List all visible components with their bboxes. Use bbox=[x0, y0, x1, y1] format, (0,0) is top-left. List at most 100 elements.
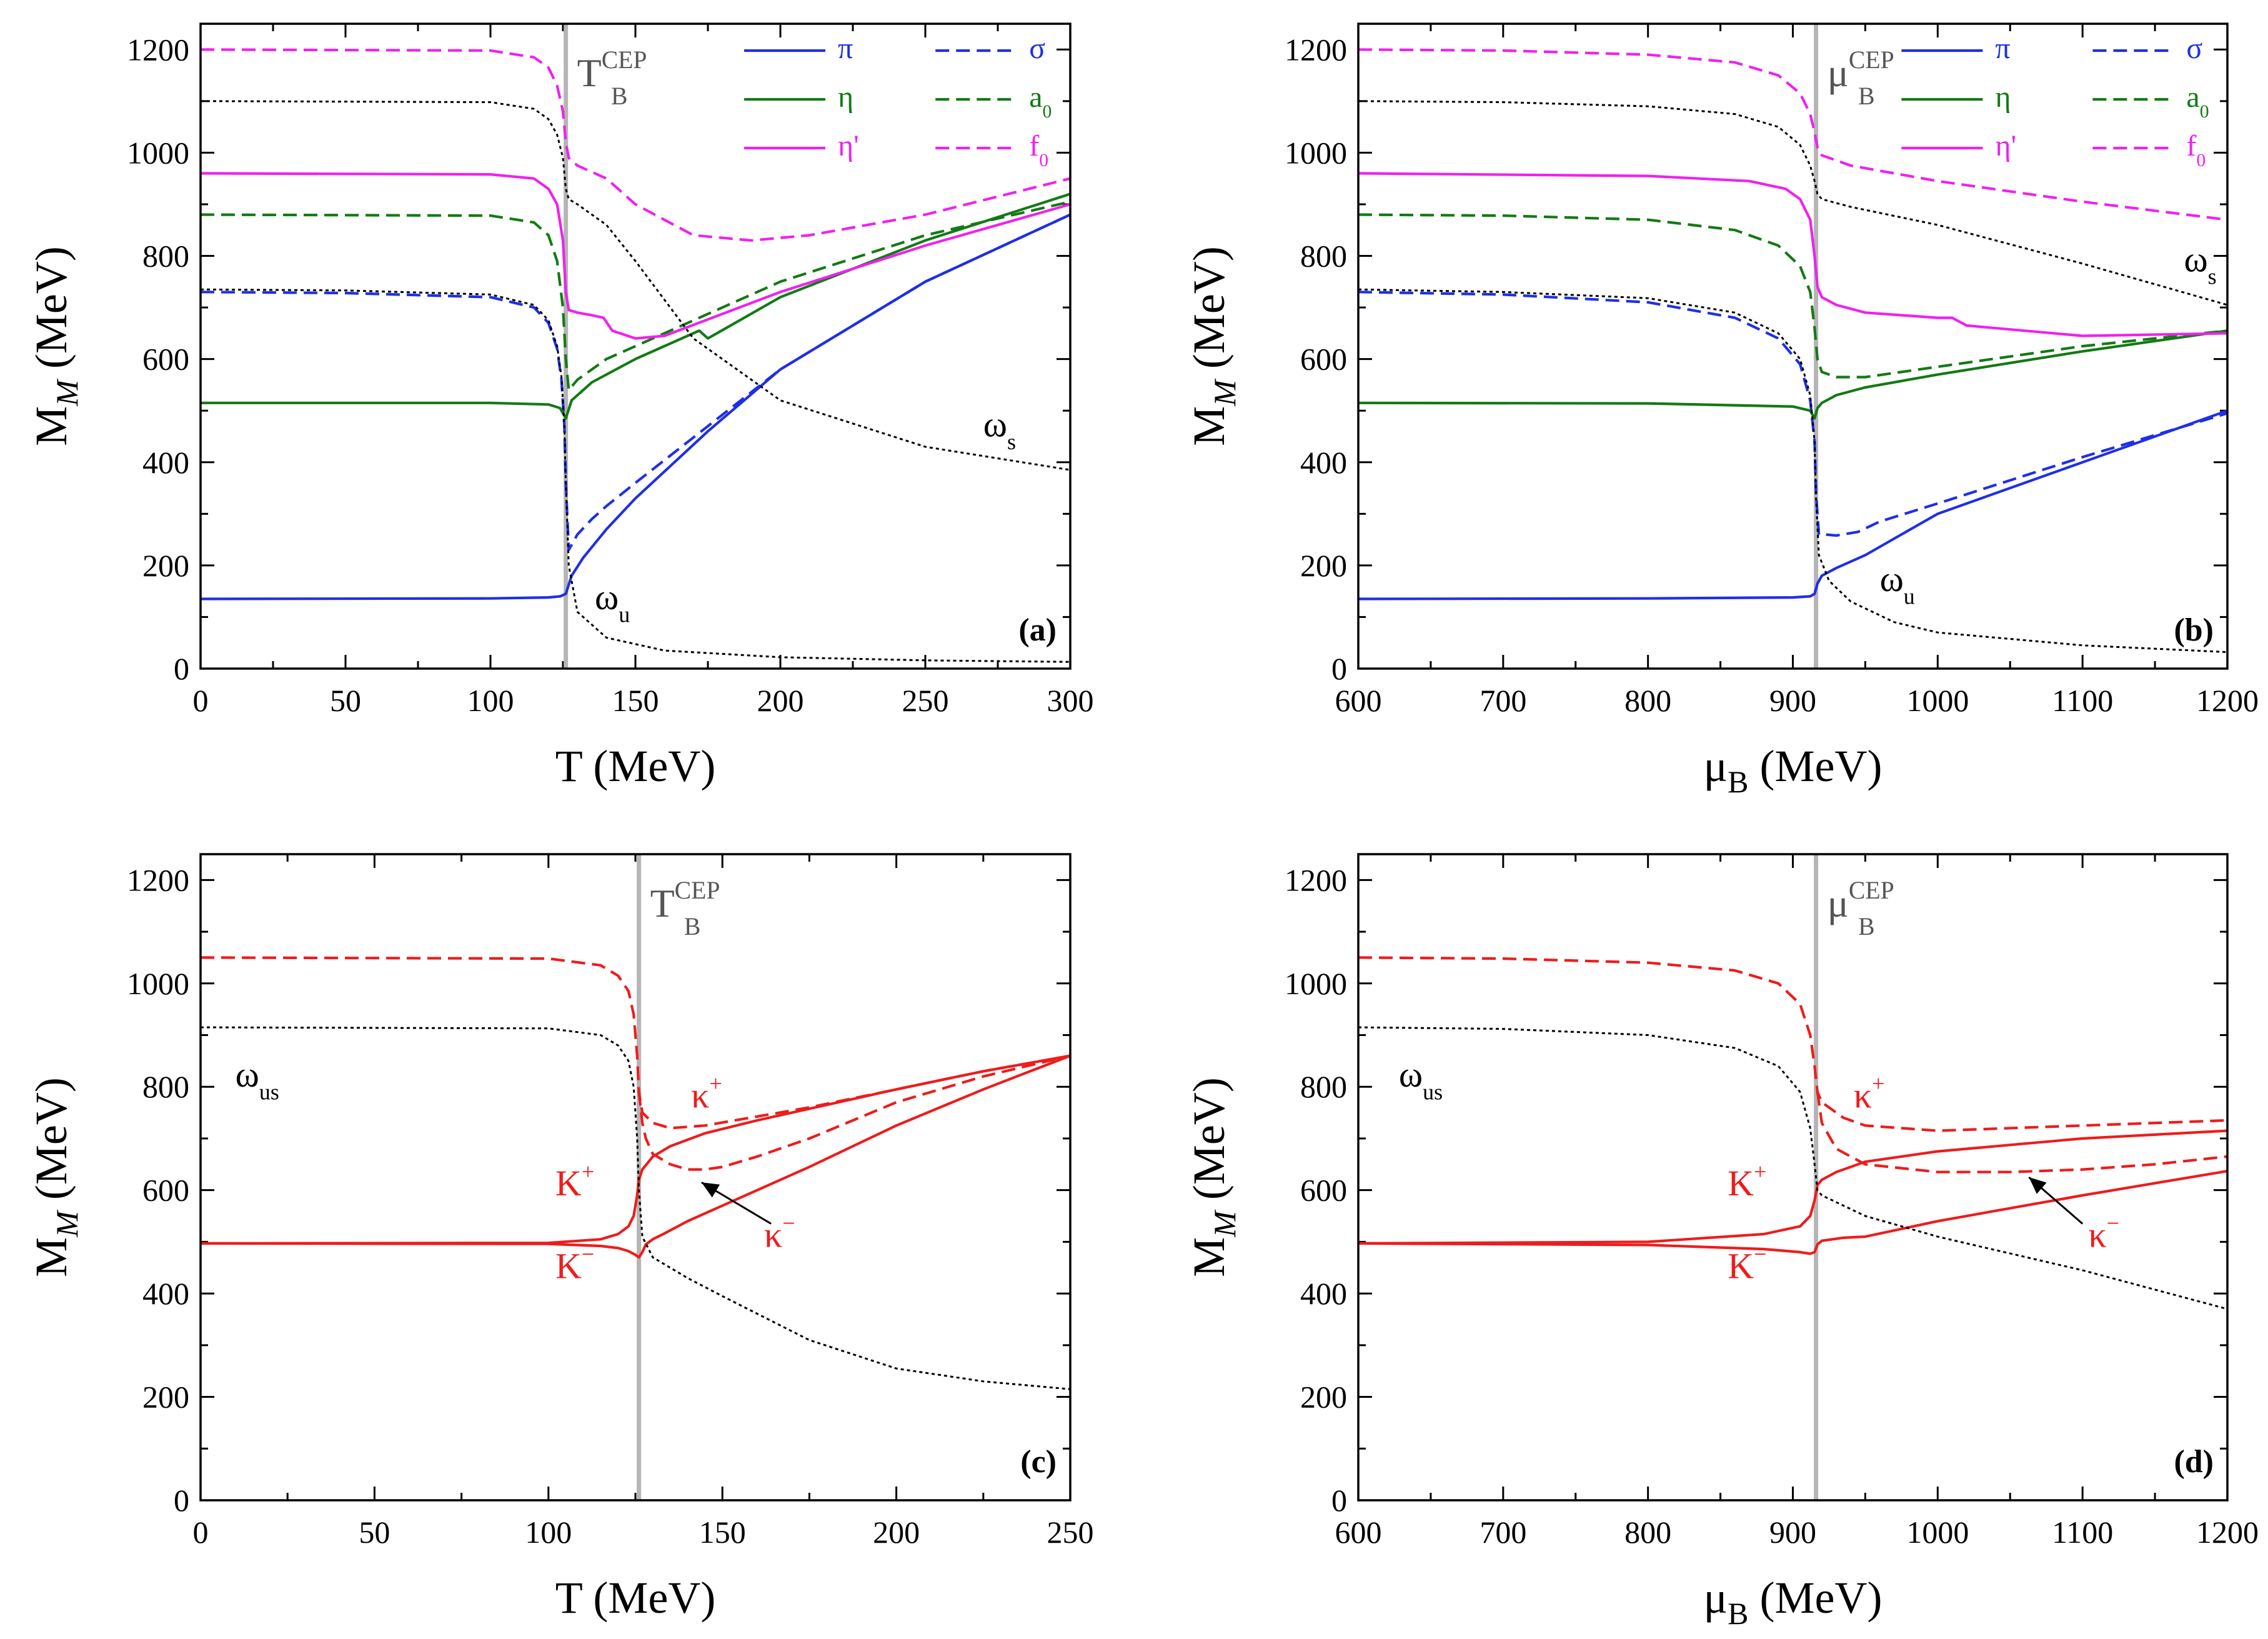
y-tick-label: 1000 bbox=[1285, 135, 1347, 170]
y-tick-label: 400 bbox=[1300, 445, 1347, 480]
annotation-label: ωus bbox=[236, 1054, 279, 1104]
legend-label: σ bbox=[2186, 32, 2202, 65]
series-line-ωs bbox=[201, 100, 1070, 471]
x-tick-label: 0 bbox=[193, 683, 209, 718]
x-tick-label: 1100 bbox=[2052, 1515, 2113, 1550]
series-line-ωu bbox=[1358, 288, 2227, 654]
y-tick-label: 0 bbox=[1331, 651, 1347, 686]
annotation-label: κ+ bbox=[691, 1071, 722, 1115]
cep-label: TCEP B bbox=[650, 877, 720, 940]
x-tick-label: 700 bbox=[1480, 683, 1526, 718]
x-tick-label: 800 bbox=[1624, 683, 1671, 718]
legend-label: η' bbox=[1995, 129, 2016, 162]
legend-label: f0 bbox=[1029, 129, 1048, 171]
y-tick-label: 400 bbox=[1300, 1276, 1347, 1311]
annotation-label: K+ bbox=[555, 1159, 594, 1203]
series-line-K+ bbox=[201, 1054, 1070, 1245]
y-axis-label: MM (MeV) bbox=[1184, 246, 1242, 446]
series-line-a0 bbox=[201, 200, 1070, 392]
y-tick-label: 1200 bbox=[1285, 32, 1347, 67]
legend-label: η bbox=[838, 81, 853, 114]
series-line-π bbox=[1358, 409, 2227, 600]
series-line-κ+ bbox=[1358, 956, 2227, 1132]
y-tick-label: 200 bbox=[1300, 548, 1347, 583]
series-line-K- bbox=[201, 1054, 1070, 1259]
annotation-arrow bbox=[2028, 1176, 2084, 1225]
x-tick-label: 1100 bbox=[2052, 683, 2113, 718]
x-tick-label: 200 bbox=[873, 1515, 920, 1550]
x-axis-label: T (MeV) bbox=[555, 741, 716, 791]
series-line-η' bbox=[201, 172, 1070, 340]
panel-label: (b) bbox=[2174, 612, 2214, 648]
x-tick-label: 150 bbox=[612, 683, 659, 718]
y-tick-label: 1200 bbox=[1285, 862, 1347, 897]
series-line-f0 bbox=[1358, 48, 2227, 221]
y-tick-label: 0 bbox=[1331, 1483, 1347, 1518]
y-tick-label: 400 bbox=[142, 445, 189, 480]
y-tick-label: 600 bbox=[1300, 1173, 1347, 1208]
chart-panel-c: 0 50 100 150 200 250 0 200 400 600 800 1000 1200 TCEP… bbox=[26, 853, 1094, 1623]
legend-label: a0 bbox=[1029, 81, 1052, 122]
y-axis-label: MM (MeV) bbox=[26, 246, 84, 446]
series-line-f0 bbox=[201, 48, 1070, 242]
legend-label: a0 bbox=[2186, 81, 2209, 122]
y-tick-label: 800 bbox=[142, 1069, 189, 1104]
chart-panel-d: 600 700 800 900 1000 1100 1200 0 200 400 600 800 100… bbox=[1184, 853, 2259, 1631]
plot-frame bbox=[199, 853, 1072, 1502]
legend-label: η bbox=[1995, 81, 2011, 114]
x-tick-label: 200 bbox=[757, 683, 804, 718]
chart-panel-b: 600 700 800 900 1000 1100 1200 0 200 400 600 800 100… bbox=[1184, 22, 2259, 799]
series-line-ωs bbox=[1358, 100, 2227, 306]
y-tick-label: 1000 bbox=[127, 966, 189, 1001]
annotation-label: ωs bbox=[983, 404, 1016, 454]
y-tick-label: 600 bbox=[142, 342, 189, 377]
series-line-η bbox=[201, 192, 1070, 420]
annotation-label: κ+ bbox=[1854, 1071, 1885, 1115]
x-tick-label: 800 bbox=[1624, 1515, 1671, 1550]
annotation-label: ωu bbox=[1880, 559, 1915, 609]
x-axis-label: μB (MeV) bbox=[1704, 741, 1883, 799]
x-axis-label: μB (MeV) bbox=[1704, 1573, 1883, 1631]
panel-label: (c) bbox=[1020, 1444, 1057, 1480]
axis-ticks bbox=[199, 854, 1072, 1502]
y-tick-label: 1000 bbox=[1285, 966, 1347, 1001]
series-line-σ bbox=[1358, 291, 2227, 537]
x-tick-label: 1200 bbox=[2196, 1515, 2259, 1550]
x-tick-label: 1000 bbox=[1906, 683, 1969, 718]
annotation-label: K− bbox=[555, 1242, 594, 1286]
y-tick-label: 800 bbox=[142, 239, 189, 274]
x-tick-label: 600 bbox=[1335, 1515, 1382, 1550]
y-tick-label: 1000 bbox=[127, 135, 189, 170]
cep-label: μCEP B bbox=[1828, 877, 1894, 940]
legend-label: π bbox=[1995, 32, 2010, 65]
x-tick-label: 900 bbox=[1769, 1515, 1816, 1550]
legend-label: η' bbox=[838, 129, 859, 162]
series-line-K- bbox=[1358, 1169, 2227, 1255]
y-tick-label: 800 bbox=[1300, 239, 1347, 274]
y-tick-label: 200 bbox=[142, 548, 189, 583]
legend-label: π bbox=[838, 32, 853, 65]
series-line-κ- bbox=[1816, 1092, 2227, 1173]
y-tick-label: 600 bbox=[142, 1173, 189, 1208]
axis-ticks bbox=[1357, 24, 2229, 670]
y-tick-label: 1200 bbox=[127, 32, 189, 67]
y-tick-label: 800 bbox=[1300, 1069, 1347, 1104]
series-line-π bbox=[201, 213, 1070, 600]
cep-label: μCEP B bbox=[1828, 46, 1894, 110]
plot-frame bbox=[1357, 22, 2229, 670]
x-tick-label: 250 bbox=[902, 683, 949, 718]
annotation-label: K+ bbox=[1728, 1159, 1766, 1203]
y-tick-label: 200 bbox=[1300, 1380, 1347, 1415]
x-tick-label: 50 bbox=[359, 1515, 390, 1550]
y-tick-label: 400 bbox=[142, 1276, 189, 1311]
x-tick-label: 0 bbox=[193, 1515, 209, 1550]
annotation-label: ωs bbox=[2184, 239, 2216, 289]
series-line-ωus bbox=[1358, 1026, 2227, 1310]
annotation-label: K− bbox=[1728, 1242, 1766, 1286]
x-tick-label: 900 bbox=[1769, 683, 1816, 718]
x-tick-label: 100 bbox=[525, 1515, 572, 1550]
series-line-K+ bbox=[1358, 1129, 2227, 1245]
panel-label: (a) bbox=[1018, 612, 1057, 648]
chart-panel-a: 0 50 100 150 200 250 300 0 200 400 600 800 1000 1200 T… bbox=[26, 22, 1094, 791]
